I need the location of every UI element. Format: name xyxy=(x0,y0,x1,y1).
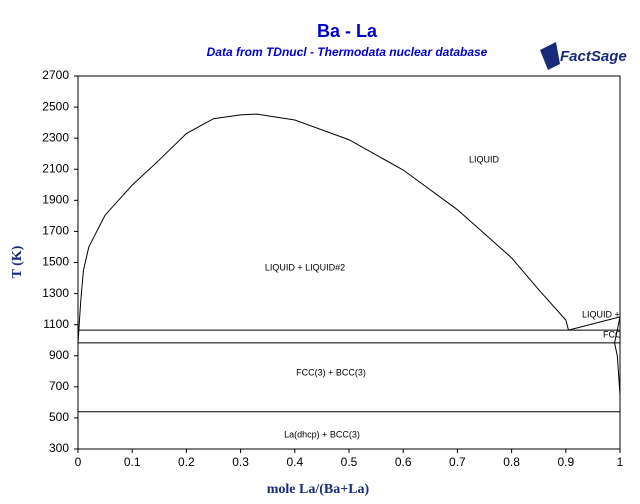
y-tick-label: 300 xyxy=(49,441,69,455)
region-label: La(dhcp) + BCC(3) xyxy=(284,429,360,439)
logo-text: FactSage xyxy=(560,48,627,65)
x-tick-label: 0.3 xyxy=(232,455,249,469)
y-tick-label: 500 xyxy=(49,410,69,424)
y-axis-label: T (K) xyxy=(10,245,25,278)
phase-boundary xyxy=(614,316,620,395)
x-tick-label: 1 xyxy=(617,455,624,469)
y-tick-label: 2100 xyxy=(42,161,69,175)
x-tick-label: 0.7 xyxy=(449,455,466,469)
chart-title: Ba - La xyxy=(317,21,378,41)
region-label: LIQUID + BCC(3) xyxy=(582,309,640,319)
x-tick-label: 0.5 xyxy=(341,455,358,469)
plot-frame xyxy=(77,75,621,450)
region-label: FCC(3) + BCC(3) xyxy=(296,367,366,377)
x-tick-label: 0.2 xyxy=(178,455,195,469)
x-tick-label: 0.6 xyxy=(395,455,412,469)
y-tick-label: 1700 xyxy=(42,224,69,238)
y-tick-label: 2500 xyxy=(42,99,69,113)
logo: FactSage xyxy=(540,42,627,70)
y-tick-label: 2300 xyxy=(42,130,69,144)
x-tick-label: 0.1 xyxy=(124,455,141,469)
x-tick-label: 0.8 xyxy=(503,455,520,469)
y-tick-label: 2700 xyxy=(42,68,69,82)
x-tick-label: 0 xyxy=(75,455,82,469)
y-tick-label: 1100 xyxy=(43,317,69,331)
region-label: LIQUID + LIQUID#2 xyxy=(265,262,345,272)
y-tick-label: 700 xyxy=(49,379,69,393)
region-label: FCC(3) xyxy=(603,329,633,339)
logo-mark xyxy=(540,42,560,70)
y-tick-label: 900 xyxy=(49,348,69,362)
x-axis-label: mole La/(Ba+La) xyxy=(267,482,370,497)
phase-boundary xyxy=(78,113,569,343)
chart-subtitle: Data from TDnucl - Thermodata nuclear da… xyxy=(207,45,488,59)
y-tick-label: 1300 xyxy=(42,286,69,300)
y-tick-label: 1900 xyxy=(42,193,69,207)
x-tick-label: 0.4 xyxy=(286,455,303,469)
y-tick-label: 1500 xyxy=(42,255,69,269)
x-tick-label: 0.9 xyxy=(557,455,574,469)
plot-area: LIQUID LIQUID + LIQUID#2 LIQUID + BCC(3) FC… xyxy=(78,113,640,439)
region-label: LIQUID xyxy=(469,154,500,164)
phase-boundary xyxy=(568,316,620,331)
